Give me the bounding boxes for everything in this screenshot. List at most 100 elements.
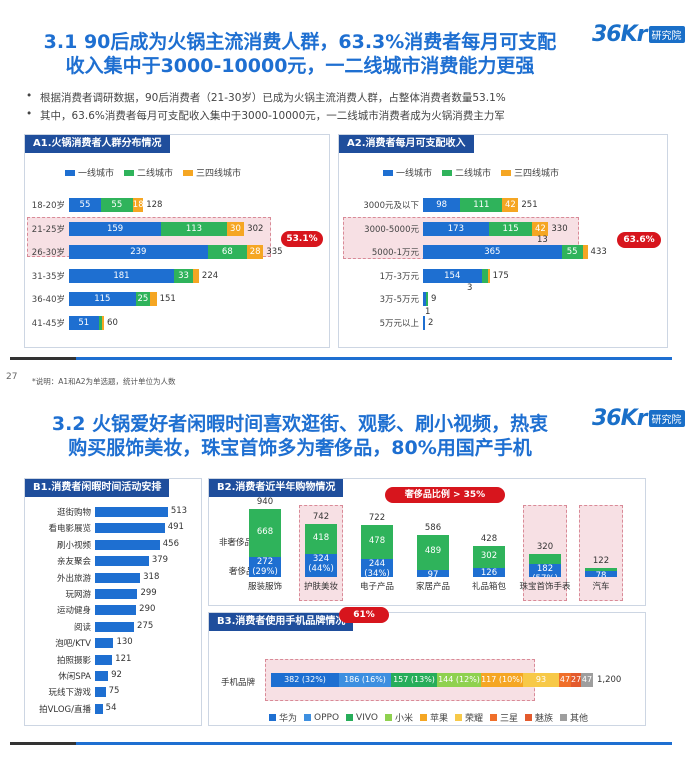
a2-chart-total-0: 251 — [521, 200, 538, 210]
b1-cat-9: 拍照摄影 — [56, 655, 91, 666]
b2-non-2: 478 — [361, 525, 393, 560]
b2-lux-label-3-0: 97 — [427, 570, 439, 577]
b2-non-label-0: 668 — [256, 527, 274, 538]
b1-cat-12: 拍VLOG/直播 — [39, 704, 91, 715]
a1-chart-seg-2-0: 239 — [69, 245, 208, 259]
panel-b1: B1.消费者闲暇时间活动安排 逛街购物 513 看电影展览 491 刷小视频 456 亲友聚… — [24, 478, 202, 726]
b1-cat-6: 运动健身 — [56, 606, 91, 617]
b3-seg-8: 47 — [581, 673, 593, 687]
a1-chart-cat-4: 36-40岁 — [31, 295, 65, 305]
b2-non-label-4: 302 — [480, 551, 498, 562]
b2-row-label-nonlux: 非奢侈品 — [219, 538, 254, 548]
logo-36kr: 36Kr 研究院 — [592, 22, 685, 47]
b2-lux-4: 126(29%) — [473, 567, 505, 577]
b2-highlight-5 — [523, 505, 567, 601]
b1-cat-8: 泡吧/KTV — [55, 639, 91, 650]
a2-chart-seg-4-1 — [426, 292, 429, 306]
b1-val-4: 318 — [143, 571, 160, 582]
b3-seg-0: 382 (32%) — [271, 673, 339, 687]
b1-val-6: 290 — [139, 604, 156, 615]
b3-seg-4: 117 (10%) — [481, 673, 523, 687]
a2-chart-seg-2-0: 365 — [423, 245, 562, 259]
a1-chart-cat-3: 31-35岁 — [31, 271, 65, 282]
b3-seg-7: 27 — [571, 673, 581, 687]
b3-seg-1: 186 (16%) — [339, 673, 391, 687]
a2-chart-seg-4-0 — [423, 292, 427, 306]
b3-seg-2: 157 (13%) — [391, 673, 437, 687]
b1-val-8: 130 — [116, 637, 133, 648]
b1-bar-1 — [95, 523, 165, 534]
b1-bar-12 — [95, 703, 103, 714]
b1-bar-2 — [95, 539, 160, 550]
b3-legend-label-0: 华为 — [279, 714, 298, 724]
a1-chart-seg-3-0: 181 — [69, 268, 174, 283]
a1-chart-seg-5-1 — [98, 315, 103, 330]
b3-legend-label-4: 苹果 — [429, 714, 448, 724]
b3-legend-label-8: 其他 — [570, 714, 589, 724]
b3-badge: 61% — [339, 607, 389, 623]
a2-extra-1: 1 — [425, 307, 431, 317]
b2-total-2: 722 — [368, 513, 386, 524]
b1-cat-2: 刷小视频 — [56, 540, 91, 551]
slide2-title-line1: 3.2 火锅爱好者闲暇时间喜欢逛街、观影、刷小视频，热衷 — [51, 413, 549, 435]
a1-chart-seg-1-2: 30 — [226, 221, 245, 236]
a1-chart-seg-0-0: 55 — [69, 198, 101, 212]
b2-cat-5: 珠宝首饰手表 — [519, 582, 571, 592]
a2-chart-seg-5-0 — [423, 315, 425, 330]
b2-lux-5: 182(57%) — [529, 563, 561, 577]
a2-chart-seg-2-2 — [582, 245, 588, 259]
panel-a1-title: A1.火锅消费者人群分布情况 — [25, 135, 170, 153]
b2-non-0: 668 — [249, 509, 281, 558]
b3-legend-label-1: OPPO — [314, 712, 340, 723]
a1-legend: 一线城市 二线城市 三四线城市 — [65, 166, 241, 179]
b1-bar-3 — [95, 556, 149, 567]
b2-lux-3: 97(17%) — [417, 570, 449, 577]
b3-legend-label-5: 荣耀 — [464, 714, 483, 724]
b3-legend-item-1: OPPO — [304, 713, 339, 723]
b1-bar-8 — [95, 638, 114, 649]
b3-legend-item-5: 荣耀 — [454, 711, 483, 724]
a1-chart-total-3: 224 — [201, 270, 219, 281]
b2-cat-3: 家居产品 — [415, 582, 450, 592]
panel-b3-title: B3.消费者使用手机品牌情况 — [209, 613, 354, 631]
panel-b2-title: B2.消费者近半年购物情况 — [209, 479, 344, 497]
b3-legend-item-7: 魅族 — [525, 711, 553, 724]
a1-chart-total-2: 335 — [266, 247, 283, 257]
b2-total-4: 428 — [480, 534, 498, 545]
b1-bar-4 — [95, 572, 141, 583]
b1-val-11: 75 — [108, 686, 120, 697]
a2-chart-seg-0-2: 42 — [502, 198, 519, 212]
a2-legend-tier3: 三四线城市 — [501, 166, 559, 179]
a2-chart-seg-3-0: 154 — [423, 268, 482, 283]
b3-seg-6: 47 — [559, 673, 571, 687]
slide2-title: 3.2 火锅爱好者闲暇时间喜欢逛街、观影、刷小视频，热衷 购买服饰美妆，珠宝首饰… — [20, 412, 580, 460]
a2-chart-total-3: 175 — [492, 270, 509, 281]
b1-bar-11 — [95, 687, 106, 698]
b2-highlight-6 — [579, 505, 623, 601]
a1-chart-total-5: 60 — [107, 317, 118, 328]
b3-legend-item-0: 华为 — [269, 711, 297, 724]
b1-bar-9 — [95, 654, 113, 665]
b1-cat-1: 看电影展览 — [48, 524, 91, 535]
logo-tag-2: 研究院 — [648, 410, 685, 427]
panel-b3: B3.消费者使用手机品牌情况 61% 手机品牌 382 (32%) 186 (16… — [208, 607, 646, 726]
b3-legend-label-2: VIVO — [356, 712, 378, 723]
a1-chart-seg-5-2 — [102, 315, 105, 330]
b1-val-9: 121 — [115, 653, 132, 664]
b2-lux-label-4-0: 126 — [480, 567, 498, 577]
panel-b2: B2.消费者近半年购物情况 奢侈品比例 > 35% 非奢侈品 奢侈品 272 (2… — [208, 478, 646, 606]
a2-chart-total-4: 9 — [431, 294, 437, 304]
b2-non-label-2: 478 — [368, 536, 386, 547]
a2-chart-total-5: 2 — [428, 317, 434, 328]
b3-legend-item-8: 其他 — [560, 711, 588, 724]
b2-total-5: 320 — [536, 541, 554, 552]
a1-chart-seg-2-1: 68 — [207, 245, 248, 259]
b2-non-label-1: 418 — [312, 532, 330, 543]
b2-lux-label-5-0: 182 — [536, 563, 554, 574]
a1-chart-seg-3-1: 33 — [173, 268, 194, 283]
b3-legend: 华为 OPPO VIVO 小米 苹果 荣耀 三星 魅族 其他 — [269, 711, 588, 724]
a2-legend-tier2: 二线城市 — [442, 166, 491, 179]
a2-highlight-badge: 63.6% — [617, 232, 661, 248]
b2-cat-0: 服装服饰 — [247, 582, 282, 592]
b2-non-5 — [529, 553, 561, 564]
